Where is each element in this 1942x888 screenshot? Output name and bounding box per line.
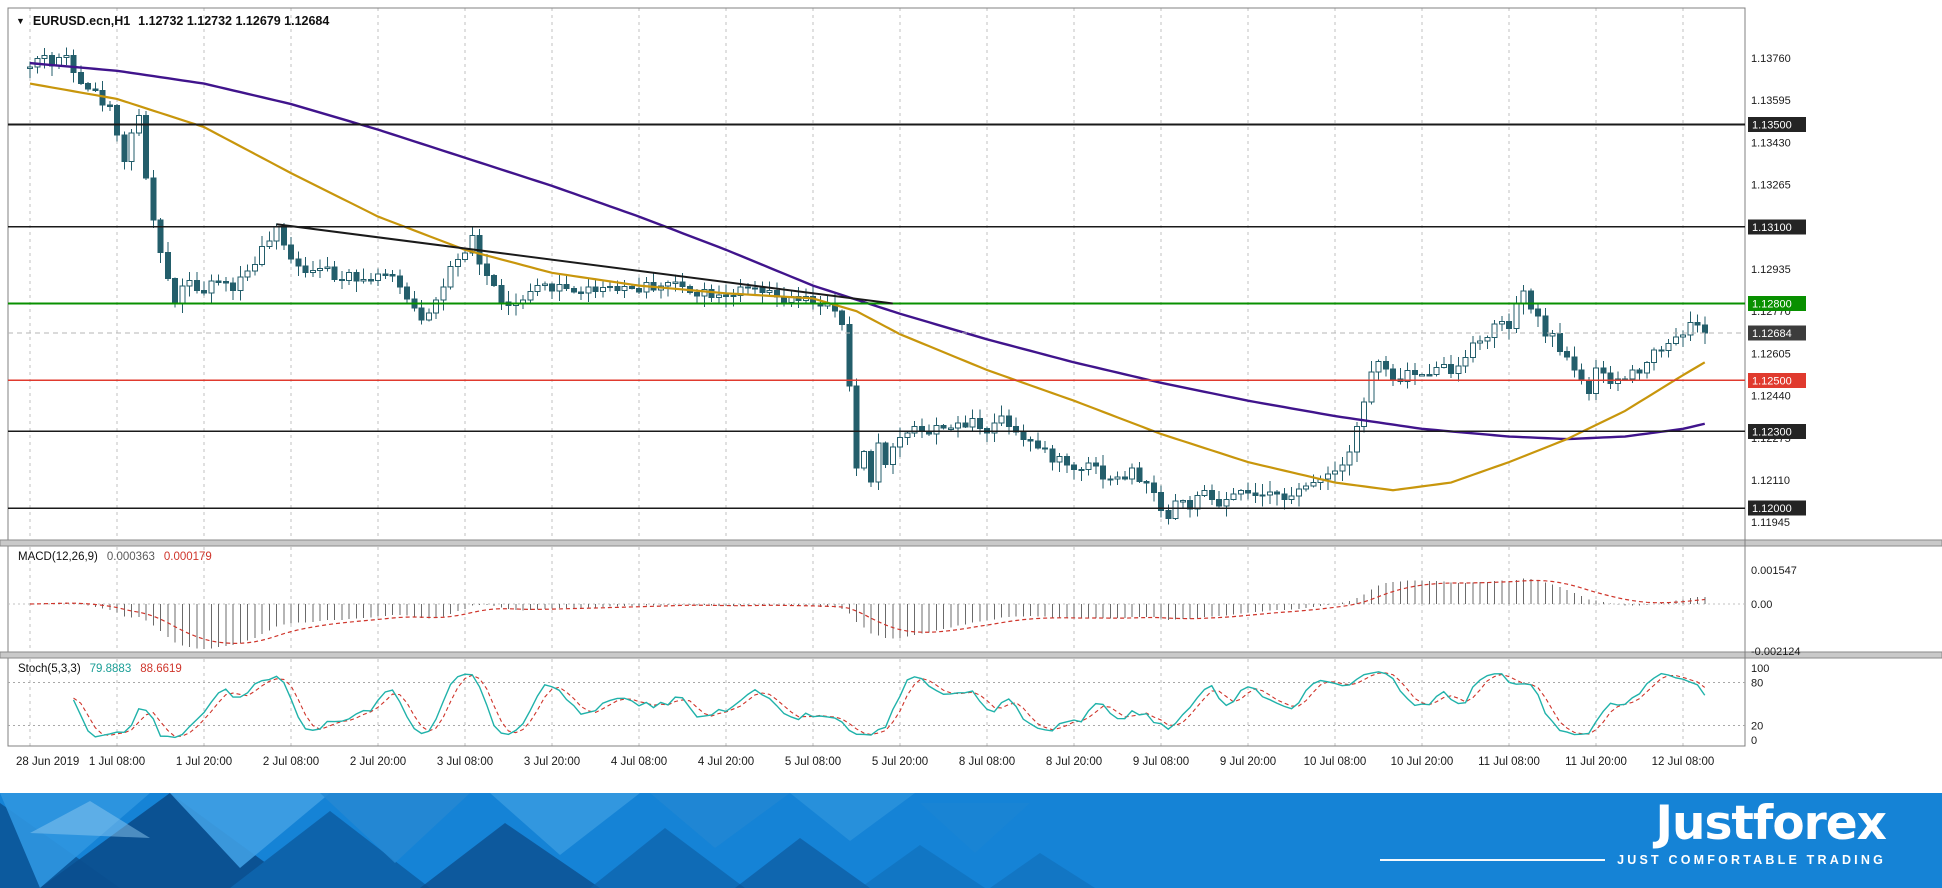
time-axis-label: 8 Jul 08:00 [959, 756, 1015, 768]
time-axis-label: 3 Jul 08:00 [437, 756, 493, 768]
price-line-badge [1748, 423, 1806, 439]
macd-signal-line [29, 579, 1705, 644]
time-axis-label: 12 Jul 08:00 [1652, 756, 1715, 768]
chart-region[interactable]: 1.13760 1.13595 1.13430 1.13265 1.13100 1.129… [0, 0, 1942, 793]
brand-logo-text: Justforex [1655, 796, 1887, 851]
price-tick-label: 1.12110 [1751, 475, 1790, 487]
current-price-badge-text: 1.12684 [1752, 328, 1792, 340]
stoch-level-label: 20 [1751, 721, 1763, 733]
price-line-badge-text: 1.13500 [1752, 119, 1792, 131]
time-axis-label: 2 Jul 08:00 [263, 756, 319, 768]
price-line-badge-text: 1.12300 [1752, 426, 1792, 438]
price-line-badge [1748, 500, 1806, 516]
macd-tick-label: 0.001547 [1751, 565, 1797, 577]
time-axis-label: 11 Jul 20:00 [1565, 756, 1627, 768]
price-line-badge-text: 1.12500 [1752, 375, 1792, 387]
macd-tick-label: 0.00 [1751, 599, 1772, 611]
brand-logo-block: Justforex JUST COMFORTABLE TRADING [1380, 796, 1887, 867]
time-axis: 28 Jun 2019 1 Jul 08:00 1 Jul 20:00 2 Jul 0… [16, 756, 1714, 768]
trendline-object[interactable] [276, 223, 893, 305]
time-axis-label: 2 Jul 20:00 [350, 756, 406, 768]
stoch-level-label: 80 [1751, 677, 1763, 689]
macd-pane: 0.001547 0.00 -0.002124 [8, 565, 1801, 658]
candlesticks [27, 47, 1708, 525]
price-tick-label: 1.12440 [1751, 391, 1791, 403]
macd-tick-label: -0.002124 [1751, 646, 1801, 658]
time-axis-label: 1 Jul 08:00 [89, 756, 145, 768]
time-axis-label: 5 Jul 20:00 [872, 756, 928, 768]
stochastic-pane: 100 80 20 0 [8, 663, 1769, 747]
time-axis-label: 11 Jul 08:00 [1478, 756, 1540, 768]
time-axis-label: 4 Jul 20:00 [698, 756, 754, 768]
moving-averages [29, 61, 1706, 492]
price-axis: 1.13760 1.13595 1.13430 1.13265 1.13100 1.129… [1748, 53, 1806, 529]
price-tick-label: 1.13430 [1751, 137, 1791, 149]
time-axis-label: 9 Jul 20:00 [1220, 756, 1276, 768]
current-price-badge [1748, 325, 1806, 341]
price-tick-label: 1.13595 [1751, 95, 1791, 107]
time-axis-label: 4 Jul 08:00 [611, 756, 667, 768]
brand-banner: Justforex JUST COMFORTABLE TRADING [0, 793, 1942, 888]
time-axis-label: 10 Jul 20:00 [1391, 756, 1454, 768]
ma-slow-line [29, 61, 1706, 441]
stoch-level-label: 0 [1751, 735, 1757, 747]
price-line-badge [1748, 219, 1806, 235]
stoch-level-label: 100 [1751, 663, 1769, 675]
price-tick-label: 1.12935 [1751, 264, 1791, 276]
price-line-badge [1748, 296, 1806, 312]
time-axis-label: 28 Jun 2019 [16, 756, 79, 768]
time-axis-label: 8 Jul 20:00 [1046, 756, 1102, 768]
stoch-k-line [72, 671, 1706, 739]
chart-canvas[interactable]: 1.13760 1.13595 1.13430 1.13265 1.13100 1.129… [0, 0, 1942, 793]
price-tick-label: 1.12605 [1751, 348, 1791, 360]
price-tick-label: 1.13760 [1751, 53, 1791, 65]
time-axis-label: 5 Jul 08:00 [785, 756, 841, 768]
price-line-badge-text: 1.12800 [1752, 299, 1792, 311]
time-axis-label: 9 Jul 08:00 [1133, 756, 1189, 768]
price-line-badge-text: 1.13100 [1752, 222, 1792, 234]
brand-tagline: JUST COMFORTABLE TRADING [1617, 852, 1886, 867]
stoch-d-line [73, 672, 1706, 738]
price-tick-label: 1.11945 [1751, 517, 1790, 529]
price-line-badge [1748, 372, 1806, 388]
price-line-badge [1748, 116, 1806, 132]
time-axis-label: 3 Jul 20:00 [524, 756, 580, 768]
ma-fast-line [29, 82, 1706, 492]
pane-frames [0, 7, 1942, 747]
price-line-badge-text: 1.12000 [1752, 503, 1792, 515]
time-axis-label: 1 Jul 20:00 [176, 756, 232, 768]
price-tick-label: 1.13265 [1751, 180, 1791, 192]
banner-triangle-pattern [0, 793, 1095, 888]
time-axis-label: 10 Jul 08:00 [1304, 756, 1367, 768]
tagline-rule [1380, 858, 1606, 861]
